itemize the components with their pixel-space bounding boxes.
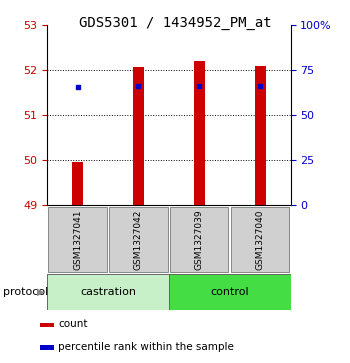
Bar [254,66,266,205]
Text: GSM1327040: GSM1327040 [256,209,265,270]
Bar [72,162,83,205]
Text: GSM1327039: GSM1327039 [195,209,204,270]
Bar [169,274,290,310]
Text: castration: castration [80,287,136,297]
Bar [48,207,107,272]
Bar [170,207,229,272]
Text: ▶: ▶ [36,287,44,297]
Bar [40,323,54,327]
Bar [109,207,168,272]
Bar [133,67,144,205]
Text: percentile rank within the sample: percentile rank within the sample [58,342,234,352]
Text: GDS5301 / 1434952_PM_at: GDS5301 / 1434952_PM_at [79,16,271,30]
Text: count: count [58,319,88,330]
Bar [47,274,169,310]
Text: protocol: protocol [4,287,49,297]
Bar [231,207,289,272]
Text: GSM1327041: GSM1327041 [73,209,82,270]
Text: GSM1327042: GSM1327042 [134,209,143,270]
Bar [194,61,205,205]
Bar [40,346,54,350]
Text: control: control [210,287,249,297]
